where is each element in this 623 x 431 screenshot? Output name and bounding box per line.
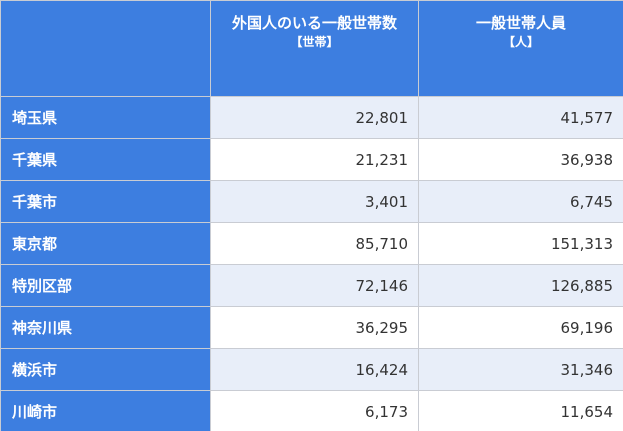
persons-cell: 151,313	[418, 222, 623, 265]
persons-cell: 41,577	[418, 96, 623, 139]
households-cell: 16,424	[210, 348, 419, 391]
region-cell: 千葉市	[0, 180, 211, 223]
region-cell: 特別区部	[0, 264, 211, 307]
persons-cell: 69,196	[418, 306, 623, 349]
households-cell: 36,295	[210, 306, 419, 349]
households-cell: 72,146	[210, 264, 419, 307]
table-row: 千葉市 3,401 6,745	[0, 180, 623, 223]
region-cell: 埼玉県	[0, 96, 211, 139]
table-row: 東京都 85,710 151,313	[0, 222, 623, 265]
persons-header-unit: 【人】	[502, 35, 539, 49]
table-row: 特別区部 72,146 126,885	[0, 264, 623, 307]
persons-cell: 36,938	[418, 138, 623, 181]
households-header-cell: 外国人のいる一般世帯数 【世帯】	[210, 0, 419, 97]
persons-cell: 31,346	[418, 348, 623, 391]
region-cell: 神奈川県	[0, 306, 211, 349]
persons-cell: 11,654	[418, 390, 623, 431]
persons-header-label: 一般世帯人員	[475, 14, 566, 32]
persons-header-cell: 一般世帯人員 【人】	[418, 0, 623, 97]
region-cell: 川崎市	[0, 390, 211, 431]
header-row: 外国人のいる一般世帯数 【世帯】 一般世帯人員 【人】	[0, 0, 623, 97]
table-row: 神奈川県 36,295 69,196	[0, 306, 623, 349]
households-cell: 21,231	[210, 138, 419, 181]
table-row: 埼玉県 22,801 41,577	[0, 96, 623, 139]
region-cell: 東京都	[0, 222, 211, 265]
region-cell: 千葉県	[0, 138, 211, 181]
corner-header-cell	[0, 0, 211, 97]
households-cell: 3,401	[210, 180, 419, 223]
persons-cell: 6,745	[418, 180, 623, 223]
households-cell: 85,710	[210, 222, 419, 265]
households-header-unit: 【世帯】	[290, 35, 339, 49]
persons-cell: 126,885	[418, 264, 623, 307]
households-header-label: 外国人のいる一般世帯数	[231, 14, 397, 32]
table-row: 川崎市 6,173 11,654	[0, 390, 623, 431]
table-row: 横浜市 16,424 31,346	[0, 348, 623, 391]
region-cell: 横浜市	[0, 348, 211, 391]
table-row: 千葉県 21,231 36,938	[0, 138, 623, 181]
households-cell: 6,173	[210, 390, 419, 431]
households-cell: 22,801	[210, 96, 419, 139]
